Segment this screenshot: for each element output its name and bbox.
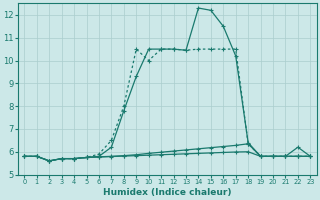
X-axis label: Humidex (Indice chaleur): Humidex (Indice chaleur) [103, 188, 232, 197]
